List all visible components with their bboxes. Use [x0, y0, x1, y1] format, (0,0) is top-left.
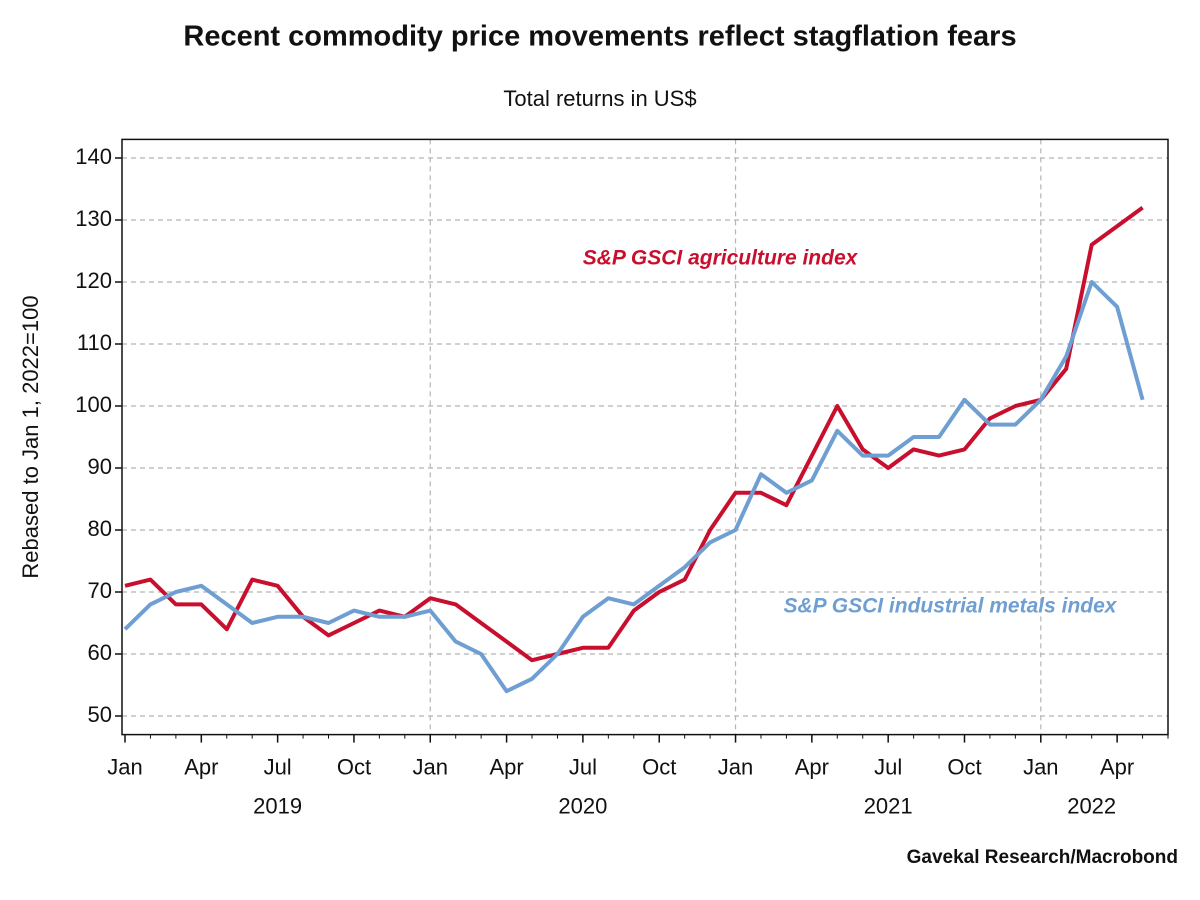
y-tick-label: 60 [88, 640, 112, 665]
x-tick-label: Jul [569, 754, 597, 779]
series-label: S&P GSCI industrial metals index [784, 595, 1118, 618]
y-tick-label: 70 [88, 578, 112, 603]
x-tick-label: Apr [1100, 754, 1134, 779]
x-tick-label: Jan [1023, 754, 1058, 779]
x-tick-label: Jan [413, 754, 448, 779]
y-tick-label: 140 [75, 144, 112, 169]
y-tick-label: 110 [77, 330, 112, 355]
x-year-label: 2019 [253, 793, 302, 818]
series-line [123, 280, 1145, 694]
series-line [124, 205, 1144, 663]
x-tick-label: Jul [874, 754, 902, 779]
y-axis-label: Rebased to Jan 1, 2022=100 [18, 295, 43, 578]
x-tick-label: Oct [642, 754, 676, 779]
series-label: S&P GSCI agriculture index [583, 247, 859, 270]
chart-title: Recent commodity price movements reflect… [183, 21, 1016, 53]
plot-frame [121, 138, 1169, 736]
y-tick-label: 90 [88, 454, 112, 479]
x-tick-label: Jan [718, 754, 753, 779]
x-tick-label: Jul [264, 754, 292, 779]
source: Gavekal Research/Macrobond [907, 847, 1178, 868]
x-tick-label: Apr [795, 754, 829, 779]
y-tick-label: 50 [88, 702, 112, 727]
x-tick-label: Jan [107, 754, 142, 779]
chart-subtitle: Total returns in US$ [503, 86, 696, 111]
x-year-label: 2022 [1067, 793, 1116, 818]
y-tick-label: 80 [88, 516, 112, 541]
x-tick-label: Apr [489, 754, 523, 779]
x-tick-label: Oct [337, 754, 371, 779]
x-year-label: 2021 [864, 793, 913, 818]
y-tick-label: 130 [75, 206, 112, 231]
y-tick-label: 120 [75, 268, 112, 293]
y-tick-label: 100 [75, 392, 112, 417]
x-year-label: 2020 [558, 793, 607, 818]
x-tick-label: Apr [184, 754, 218, 779]
x-tick-label: Oct [947, 754, 981, 779]
